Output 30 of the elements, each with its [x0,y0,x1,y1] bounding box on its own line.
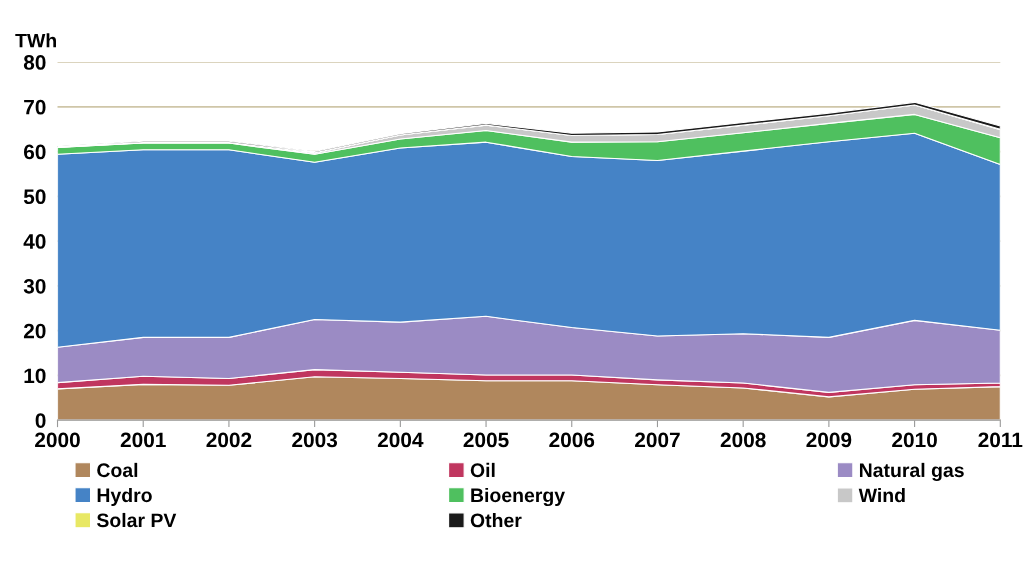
y-tick-label: 50 [23,189,46,205]
x-tick-label: 2007 [635,432,680,448]
x-tick-label: 2005 [463,432,509,448]
x-tick-label: 2001 [120,432,166,448]
legend-label: Bioenergy [471,487,565,507]
y-tick-label: 0 [35,413,46,428]
legend-label: Hydro [97,487,152,507]
y-axis-title: TWh [15,33,56,48]
x-tick-label: 2011 [978,432,1023,448]
x-tick-label: 2010 [892,432,937,448]
legend-label: Solar PV [96,512,177,528]
legend-label: Natural gas [859,462,964,482]
x-tick-label: 2003 [292,432,338,448]
x-tick-label: 2008 [720,432,766,448]
legend-label: Oil [470,462,495,478]
y-tick-label: 70 [24,99,46,115]
x-tick-label: 2002 [206,432,252,448]
x-tick-label: 2004 [377,432,424,448]
y-tick-label: 10 [24,368,46,384]
y-tick-label: 20 [23,323,46,339]
x-tick-label: 2000 [35,432,80,448]
x-tick-label: 2009 [806,432,852,448]
legend-label: Coal [97,462,138,478]
y-tick-label: 40 [23,234,46,249]
y-tick-label: 60 [23,144,46,160]
y-tick-label: 80 [23,55,46,70]
legend-label: Other [470,513,522,528]
x-tick-label: 2006 [549,432,595,448]
y-tick-label: 30 [23,278,46,294]
legend-label: Wind [858,487,905,503]
